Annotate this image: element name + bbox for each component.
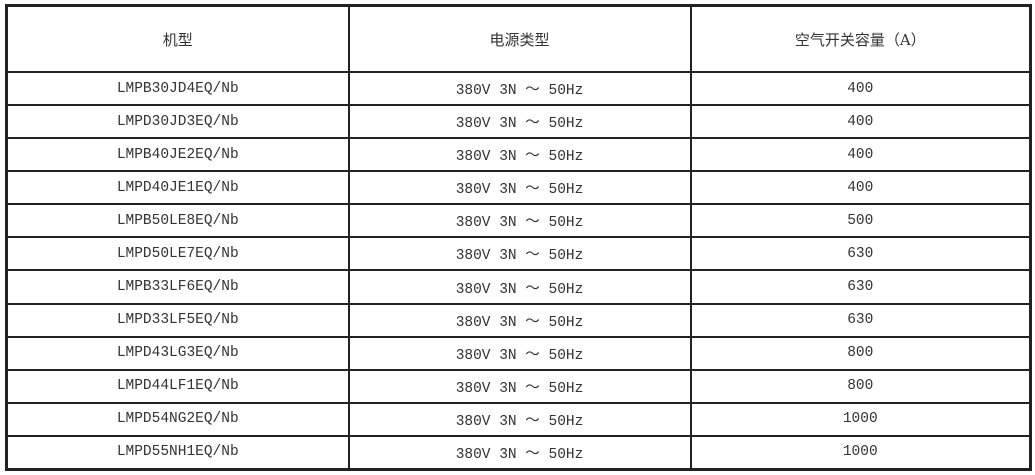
table-row: LMPB40JE2EQ/Nb 380V 3N ～ 50Hz 400 (5, 137, 1032, 173)
model-cell: LMPD33LF5EQ/Nb (5, 302, 350, 338)
table-row: LMPB50LE8EQ/Nb 380V 3N ～ 50Hz 500 (5, 203, 1032, 239)
power-type-cell: 380V 3N ～ 50Hz (347, 302, 692, 338)
model-cell: LMPB40JE2EQ/Nb (5, 137, 350, 173)
power-type-cell: 380V 3N ～ 50Hz (347, 335, 692, 371)
power-type-cell: 380V 3N ～ 50Hz (347, 401, 692, 437)
table-row: LMPB30JD4EQ/Nb 380V 3N ～ 50Hz 400 (5, 70, 1032, 107)
table-row: LMPD50LE7EQ/Nb 380V 3N ～ 50Hz 630 (5, 236, 1032, 272)
model-cell: LMPD44LF1EQ/Nb (5, 368, 350, 404)
model-cell: LMPD54NG2EQ/Nb (5, 401, 350, 437)
power-type-cell: 380V 3N ～ 50Hz (347, 368, 692, 404)
capacity-cell: 800 (689, 335, 1032, 371)
capacity-cell: 630 (689, 302, 1032, 338)
capacity-cell: 400 (689, 137, 1032, 173)
table-row: LMPD44LF1EQ/Nb 380V 3N ～ 50Hz 800 (5, 368, 1032, 404)
header-breaker-capacity: 空气开关容量（A） (689, 4, 1032, 73)
power-type-cell: 380V 3N ～ 50Hz (347, 203, 692, 239)
table-row: LMPD54NG2EQ/Nb 380V 3N ～ 50Hz 1000 (5, 401, 1032, 437)
capacity-cell: 500 (689, 203, 1032, 239)
header-model: 机型 (5, 4, 350, 73)
capacity-cell: 400 (689, 70, 1032, 107)
breaker-capacity-table: 机型 电源类型 空气开关容量（A） LMPB30JD4EQ/Nb 380V 3N … (5, 4, 1032, 471)
power-type-cell: 380V 3N ～ 50Hz (347, 434, 692, 471)
table-row: LMPD40JE1EQ/Nb 380V 3N ～ 50Hz 400 (5, 170, 1032, 206)
power-type-cell: 380V 3N ～ 50Hz (347, 104, 692, 140)
model-cell: LMPB33LF6EQ/Nb (5, 269, 350, 305)
capacity-cell: 1000 (689, 401, 1032, 437)
header-row: 机型 电源类型 空气开关容量（A） (5, 4, 1032, 73)
table-row: LMPD55NH1EQ/Nb 380V 3N ～ 50Hz 1000 (5, 434, 1032, 471)
table-row: LMPD33LF5EQ/Nb 380V 3N ～ 50Hz 630 (5, 302, 1032, 338)
model-cell: LMPB30JD4EQ/Nb (5, 70, 350, 107)
table-row: LMPD30JD3EQ/Nb 380V 3N ～ 50Hz 400 (5, 104, 1032, 140)
model-cell: LMPD50LE7EQ/Nb (5, 236, 350, 272)
model-cell: LMPD30JD3EQ/Nb (5, 104, 350, 140)
model-cell: LMPD43LG3EQ/Nb (5, 335, 350, 371)
capacity-cell: 1000 (689, 434, 1032, 471)
capacity-cell: 630 (689, 269, 1032, 305)
header-power-type: 电源类型 (347, 4, 692, 73)
power-type-cell: 380V 3N ～ 50Hz (347, 236, 692, 272)
power-type-cell: 380V 3N ～ 50Hz (347, 137, 692, 173)
model-cell: LMPD55NH1EQ/Nb (5, 434, 350, 471)
capacity-cell: 630 (689, 236, 1032, 272)
model-cell: LMPD40JE1EQ/Nb (5, 170, 350, 206)
power-type-cell: 380V 3N ～ 50Hz (347, 170, 692, 206)
model-cell: LMPB50LE8EQ/Nb (5, 203, 350, 239)
table-row: LMPD43LG3EQ/Nb 380V 3N ～ 50Hz 800 (5, 335, 1032, 371)
capacity-cell: 800 (689, 368, 1032, 404)
capacity-cell: 400 (689, 170, 1032, 206)
capacity-cell: 400 (689, 104, 1032, 140)
table-row: LMPB33LF6EQ/Nb 380V 3N ～ 50Hz 630 (5, 269, 1032, 305)
power-type-cell: 380V 3N ～ 50Hz (347, 269, 692, 305)
power-type-cell: 380V 3N ～ 50Hz (347, 70, 692, 107)
